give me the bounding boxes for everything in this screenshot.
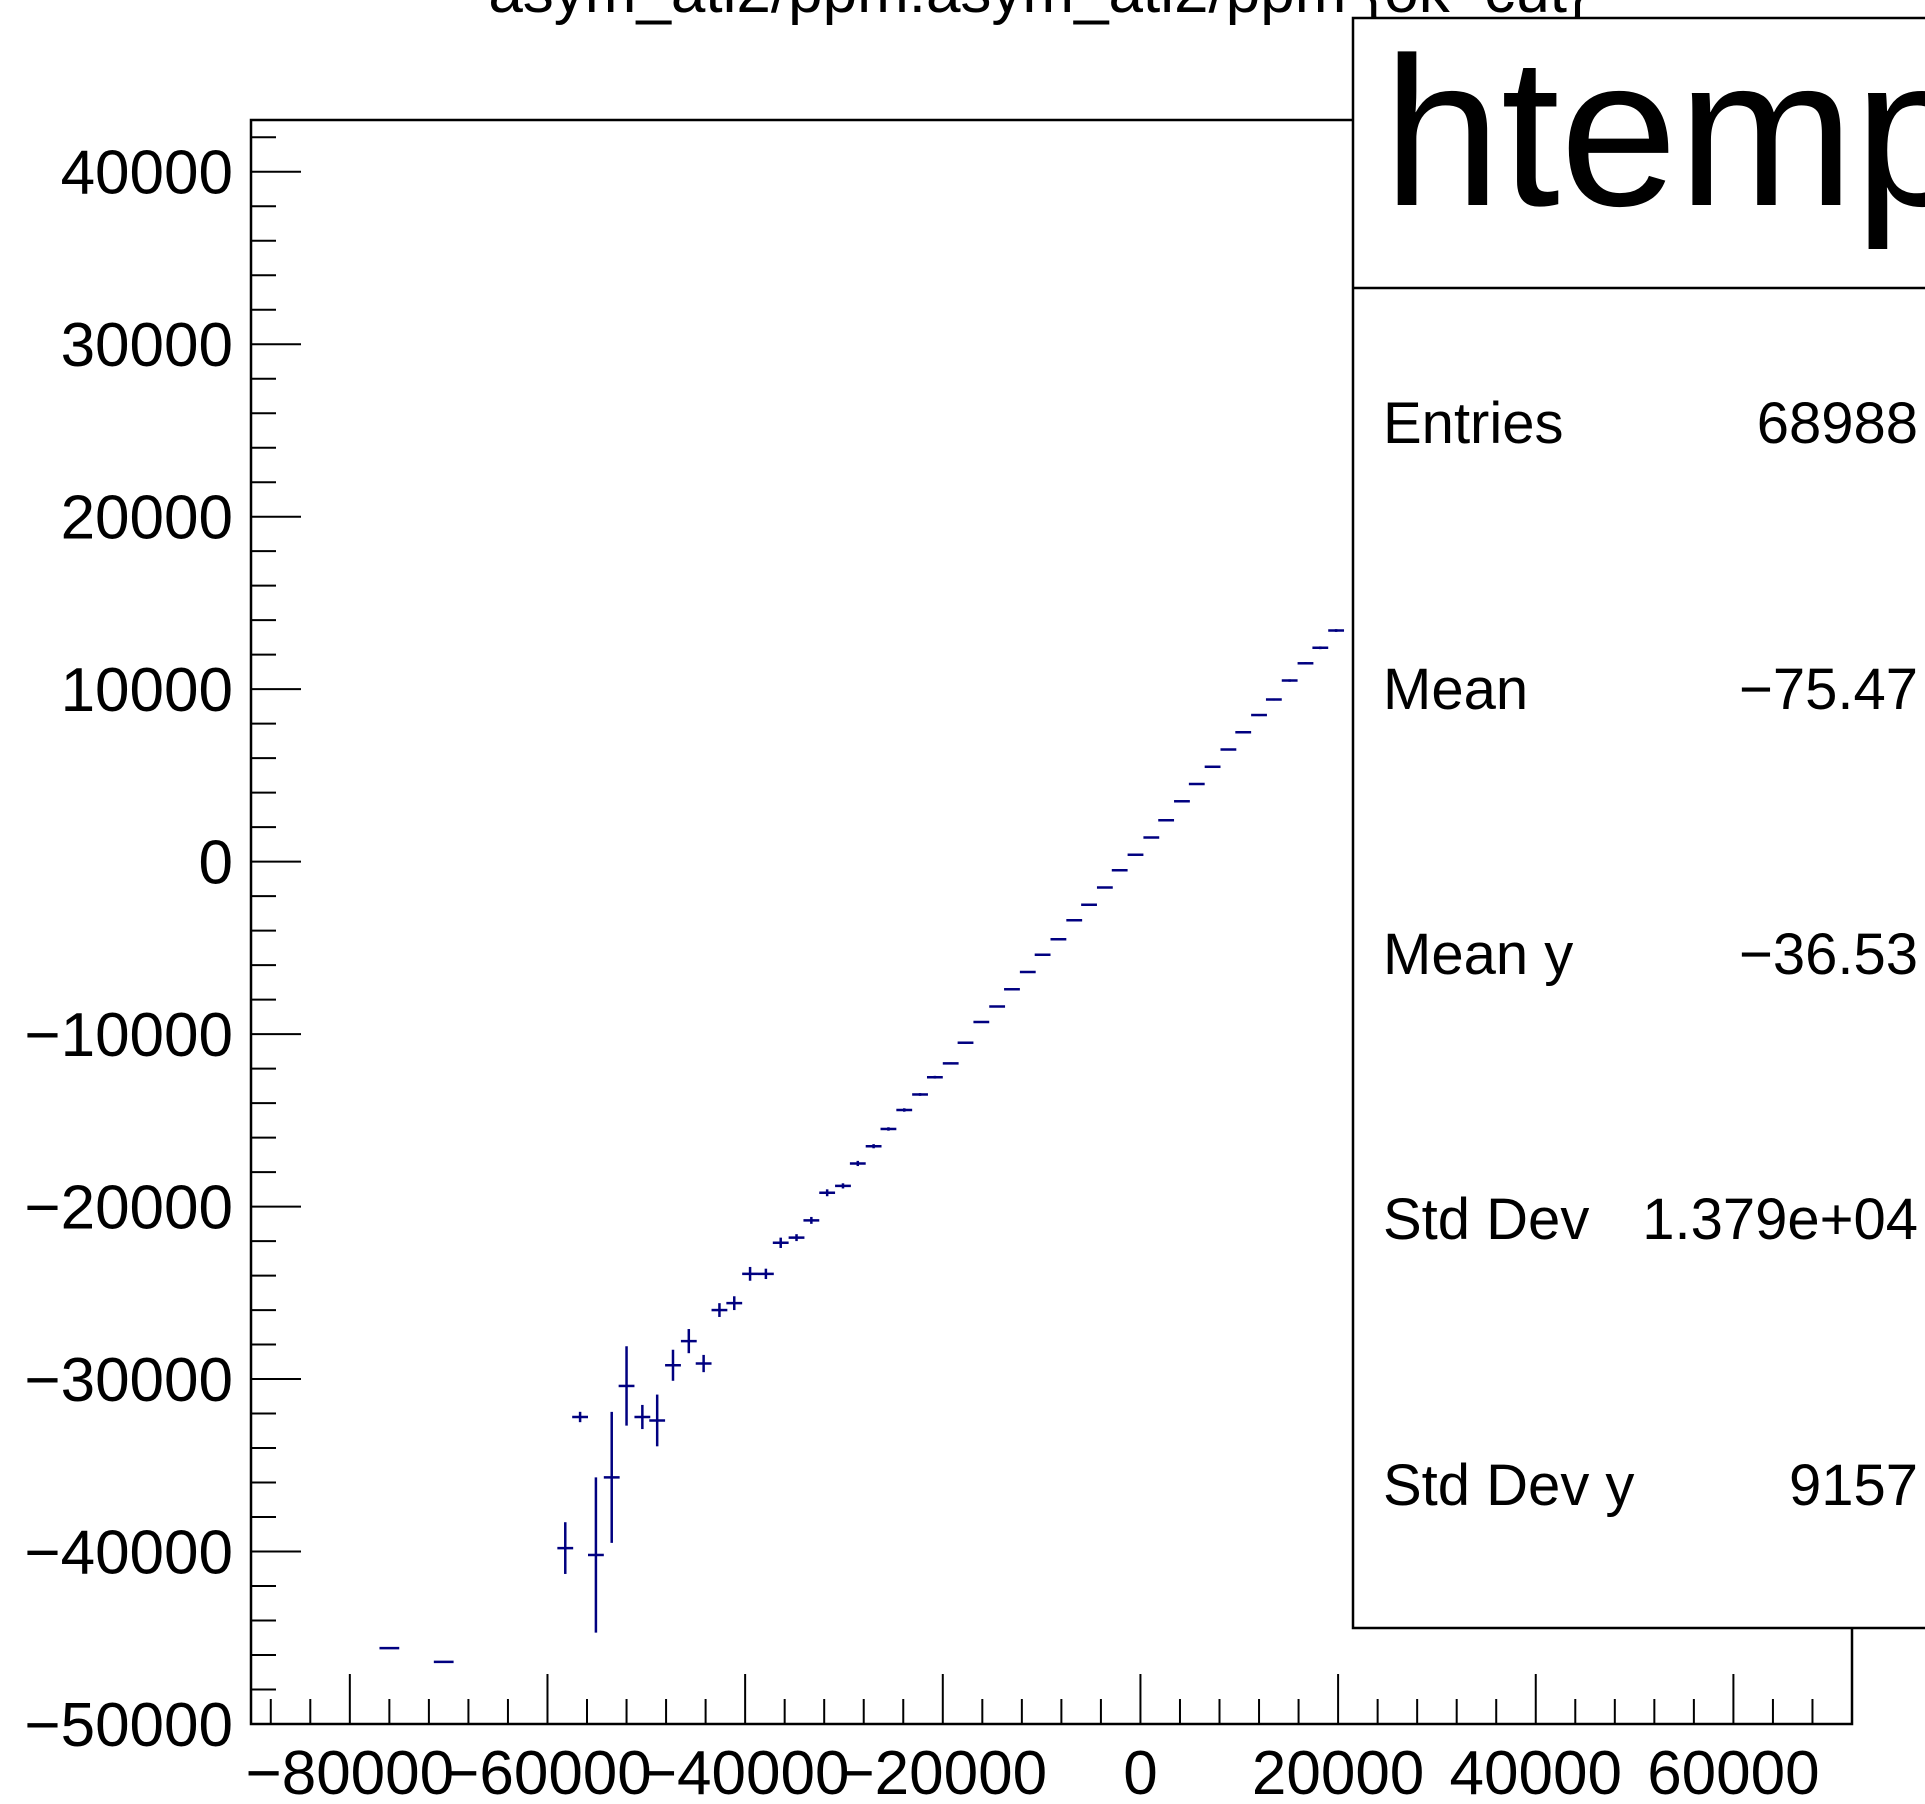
data-point: [1328, 629, 1345, 632]
stats-box-title: htemp: [1383, 13, 1925, 250]
stats-value: −75.47: [1739, 657, 1918, 722]
data-point: [835, 1183, 851, 1189]
y-tick-label: 20000: [61, 484, 233, 553]
y-tick-label: 10000: [61, 656, 233, 725]
data-point: [1111, 869, 1128, 872]
stats-rows: Entries 68988 Mean −75.47 Mean y −36.53 Std De…: [1383, 391, 1918, 1518]
data-point: [989, 1005, 1006, 1008]
y-tick-label: −40000: [24, 1519, 233, 1588]
data-point: [1251, 713, 1267, 717]
data-point: [1235, 731, 1252, 734]
stats-box: htemp Entries 68988 Mean −75.47 Mean y −36.53…: [1351, 13, 1925, 1630]
data-point: [711, 1303, 728, 1317]
stats-label: Mean: [1383, 657, 1528, 722]
data-point: [557, 1522, 574, 1574]
stats-value: 1.379e+04: [1642, 1187, 1918, 1252]
data-point: [1050, 937, 1067, 941]
stats-row: Std Dev 1.379e+04: [1383, 1187, 1918, 1252]
data-point: [1297, 662, 1314, 665]
data-point: [1174, 800, 1190, 803]
x-tick-labels: −80000−60000−40000−20000 0 20000 40000 60000: [246, 1739, 1820, 1804]
y-tick-label: 40000: [61, 139, 233, 208]
y-tick-label: −50000: [24, 1691, 233, 1760]
y-axis-ticks: [251, 136, 301, 1725]
data-point: [1312, 646, 1329, 650]
stats-value: 9157: [1789, 1453, 1918, 1518]
data-point: [1034, 953, 1051, 957]
data-point: [618, 1346, 635, 1426]
data-point: [588, 1477, 604, 1633]
y-tick-label: −20000: [24, 1174, 233, 1243]
y-tick-labels: 40000 30000 20000 10000 0 −10000 −20000 −30000 −…: [24, 139, 233, 1760]
x-tick-label: −80000: [246, 1739, 455, 1804]
data-point: [680, 1329, 697, 1354]
stats-value: 68988: [1757, 391, 1918, 456]
data-point: [1143, 836, 1160, 839]
data-point: [896, 1108, 913, 1112]
x-tick-label: 0: [1123, 1739, 1157, 1804]
y-tick-label: −10000: [24, 1001, 233, 1070]
data-point: [957, 1041, 974, 1044]
data-point: [757, 1268, 774, 1280]
data-point: [634, 1404, 651, 1430]
x-tick-label: −40000: [641, 1739, 850, 1804]
y-tick-label: 30000: [61, 311, 233, 380]
data-point: [649, 1394, 666, 1447]
data-point: [1127, 853, 1144, 856]
data-point: [1265, 698, 1282, 701]
data-point: [572, 1411, 589, 1423]
data-point: [1188, 782, 1205, 786]
data-point: [742, 1266, 758, 1281]
y-tick-label: −30000: [24, 1346, 233, 1415]
x-axis-ticks: [269, 1674, 1853, 1724]
data-point: [803, 1216, 820, 1224]
stats-label: Std Dev y: [1383, 1453, 1634, 1518]
x-tick-label: 40000: [1450, 1739, 1622, 1804]
data-point: [1158, 818, 1175, 822]
y-tick-label: 0: [199, 829, 233, 898]
data-point: [1096, 886, 1113, 889]
stats-label: Mean y: [1383, 922, 1573, 987]
data-point: [1004, 988, 1020, 991]
data-point: [772, 1237, 789, 1248]
data-point: [1019, 970, 1036, 974]
stats-label: Std Dev: [1383, 1187, 1589, 1252]
stats-row: Mean −75.47: [1383, 657, 1918, 722]
stats-value: −36.53: [1739, 922, 1918, 987]
data-point: [973, 1020, 990, 1024]
data-point: [1081, 903, 1097, 907]
data-point: [603, 1411, 620, 1543]
data-point: [1220, 748, 1237, 751]
data-point: [1066, 919, 1083, 922]
data-point: [926, 1075, 943, 1079]
data-point: [942, 1062, 959, 1065]
data-point: [880, 1127, 897, 1131]
data-point: [695, 1354, 712, 1373]
data-point: [665, 1349, 681, 1381]
data-point: [788, 1234, 805, 1242]
stats-label: Entries: [1383, 391, 1564, 456]
x-tick-label: −20000: [838, 1739, 1047, 1804]
data-point: [726, 1296, 743, 1311]
x-tick-label: 20000: [1252, 1739, 1424, 1804]
data-point: [819, 1189, 836, 1197]
data-point: [1281, 679, 1298, 682]
stats-row: Mean y −36.53: [1383, 922, 1918, 987]
x-tick-label: 60000: [1647, 1739, 1819, 1804]
data-point: [1204, 765, 1221, 769]
stats-row: Entries 68988: [1383, 391, 1918, 456]
x-tick-label: −60000: [443, 1739, 652, 1804]
data-series: [379, 629, 1345, 1664]
data-point: [849, 1160, 866, 1167]
stats-box-frame: [1351, 16, 1925, 1630]
stats-row: Std Dev y 9157: [1383, 1453, 1918, 1518]
data-point: [865, 1144, 882, 1149]
data-point: [912, 1093, 928, 1096]
